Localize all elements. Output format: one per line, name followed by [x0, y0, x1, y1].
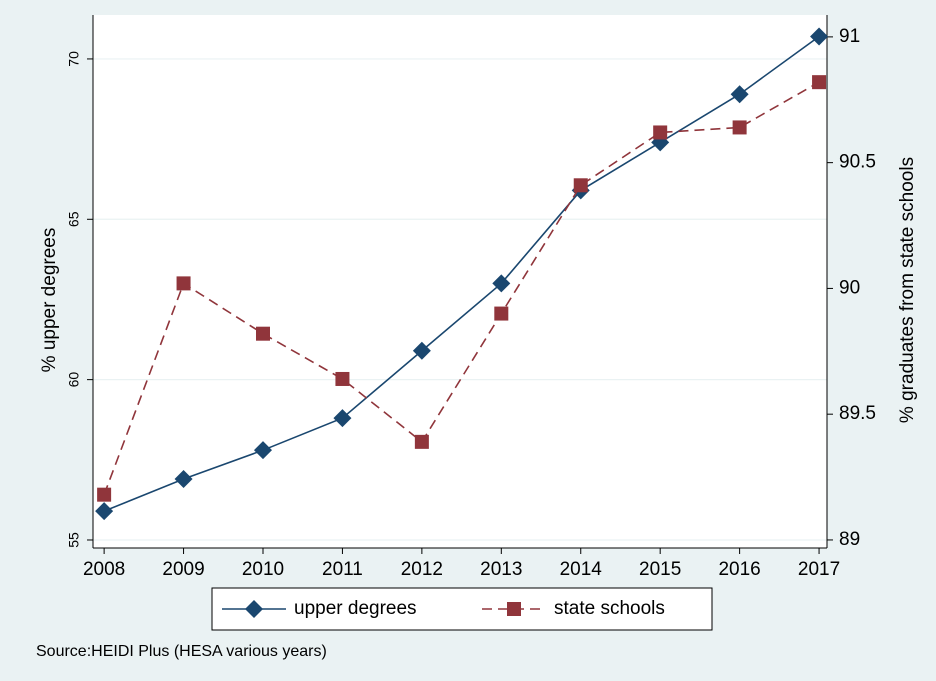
data-point [573, 178, 588, 193]
x-tick-label: 2017 [798, 559, 840, 580]
data-point [95, 502, 114, 521]
source-note: Source:HEIDI Plus (HESA various years) [36, 643, 327, 660]
legend-label: upper degrees [294, 598, 417, 619]
data-point [412, 341, 431, 360]
data-point [97, 487, 112, 502]
data-point [176, 276, 191, 291]
data-point [174, 470, 193, 489]
y2-tick-label: 91 [839, 26, 860, 47]
y2-axis-title: % graduates from state schools [897, 157, 918, 423]
data-point [494, 306, 509, 321]
series-line [103, 81, 820, 495]
x-tick-label: 2014 [560, 559, 603, 580]
x-tick-label: 2010 [242, 559, 284, 580]
data-point [810, 27, 829, 46]
x-tick-label: 2009 [162, 559, 204, 580]
y-tick-label: 65 [66, 211, 82, 227]
data-point [333, 409, 352, 428]
legend-marker [245, 600, 263, 618]
y-tick-label: 55 [66, 532, 82, 548]
data-point [730, 85, 749, 104]
y2-tick-label: 89 [839, 529, 860, 550]
legend-box [211, 587, 713, 631]
data-point [653, 125, 668, 140]
data-point [253, 441, 272, 460]
data-point [492, 274, 511, 293]
series-line [103, 35, 820, 512]
y2-tick-label: 90 [839, 277, 860, 298]
data-point [812, 75, 827, 90]
data-point [414, 434, 429, 449]
x-tick-label: 2016 [718, 559, 760, 580]
legend-marker [507, 602, 521, 616]
y2-tick-label: 90.5 [839, 152, 876, 173]
y-axis-title: % upper degrees [39, 228, 60, 373]
legend-label: state schools [554, 598, 665, 619]
x-tick-label: 2008 [83, 559, 125, 580]
x-tick-label: 2015 [639, 559, 681, 580]
data-point [255, 326, 270, 341]
x-tick-label: 2012 [401, 559, 443, 580]
y-tick-label: 60 [66, 372, 82, 388]
data-point [732, 120, 747, 135]
x-tick-label: 2013 [480, 559, 522, 580]
y2-tick-label: 89.5 [839, 403, 876, 424]
y-tick-label: 70 [66, 51, 82, 67]
x-tick-label: 2011 [322, 559, 363, 580]
data-point [335, 371, 350, 386]
plot-area [93, 15, 827, 548]
